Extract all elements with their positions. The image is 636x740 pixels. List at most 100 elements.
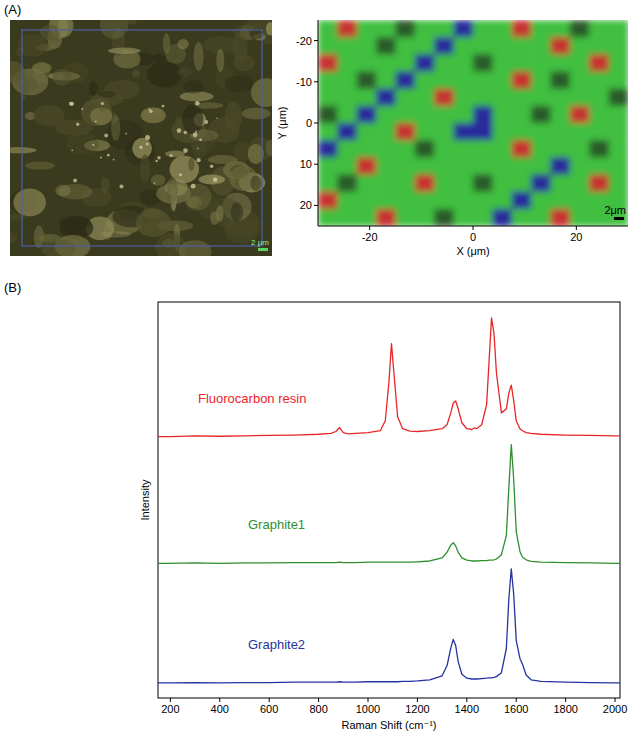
map-cell (434, 192, 454, 210)
map-cell (415, 89, 435, 107)
map-cell (357, 140, 377, 158)
map-cell (376, 37, 396, 55)
map-cell (318, 140, 338, 158)
map-cell (376, 54, 396, 72)
map-cell (454, 89, 474, 107)
map-cell (512, 175, 532, 193)
map-cell (454, 106, 474, 124)
map-cell (337, 140, 357, 158)
map-cell (454, 157, 474, 175)
x-tick (565, 698, 566, 702)
map-cell (531, 54, 551, 72)
speck (191, 184, 196, 189)
speck (70, 102, 74, 106)
figure: (A)(B)2 μm-20020-20-1001020X (μm)Y (μm)2… (0, 0, 636, 740)
map-cell (434, 37, 454, 55)
texture (140, 154, 150, 182)
speck (177, 128, 182, 133)
x-tick (318, 698, 319, 702)
map-cell (589, 89, 609, 107)
map-cell (551, 37, 571, 55)
x-tick-label: -20 (362, 231, 378, 243)
speck (107, 154, 110, 157)
speck (139, 146, 142, 149)
map-cell (589, 37, 609, 55)
x-tick-label: 400 (211, 703, 229, 715)
texture (182, 105, 203, 135)
map-cell (570, 72, 590, 90)
texture (25, 162, 55, 170)
texture (216, 49, 224, 72)
map-cell (589, 20, 609, 38)
texture (66, 132, 99, 155)
map-cell (396, 209, 416, 226)
texture (234, 55, 255, 72)
map-cell (434, 175, 454, 193)
map-cell (396, 106, 416, 124)
speck (73, 179, 77, 183)
y-tick (314, 123, 318, 124)
texture (188, 158, 194, 171)
map-cell (454, 123, 474, 141)
map-cell (454, 72, 474, 90)
map-cell (337, 123, 357, 141)
map-cell (434, 157, 454, 175)
map-cell (434, 89, 454, 107)
map-cell (396, 20, 416, 38)
map-cell (318, 20, 338, 38)
map-cell (531, 157, 551, 175)
y-tick (314, 81, 318, 82)
map-cell (337, 89, 357, 107)
map-cell (531, 175, 551, 193)
speck (95, 121, 97, 123)
map-cell (570, 89, 590, 107)
texture (141, 108, 166, 124)
texture (55, 185, 70, 197)
x-tick (170, 698, 171, 702)
map-cell (512, 89, 532, 107)
map-cell (415, 54, 435, 72)
map-cell (570, 140, 590, 158)
map-cell (415, 37, 435, 55)
map-cell (551, 123, 571, 141)
texture (14, 188, 46, 216)
speck (149, 110, 153, 114)
map-cell (512, 123, 532, 141)
x-tick-label: 2000 (603, 703, 627, 715)
map-region (22, 30, 262, 246)
optical-image (10, 20, 272, 256)
map-cell (434, 20, 454, 38)
x-axis-title: Raman Shift (cm⁻¹) (341, 719, 436, 731)
texture (166, 177, 177, 204)
texture (33, 105, 64, 126)
speck (183, 148, 188, 153)
y-tick (314, 205, 318, 206)
speck (76, 123, 79, 126)
speck (197, 158, 201, 162)
speck (92, 144, 94, 146)
speck (184, 131, 188, 135)
speck (104, 134, 108, 138)
x-tick-label: 1000 (356, 703, 380, 715)
map-cell (376, 20, 396, 38)
map-cell (337, 72, 357, 90)
map-cells (318, 20, 628, 226)
map-cell (551, 89, 571, 107)
map-cell (357, 72, 377, 90)
series-label: Graphite2 (248, 637, 305, 652)
texture (33, 61, 51, 83)
map-cell (473, 20, 493, 38)
map-cell (589, 123, 609, 141)
map-cell (473, 192, 493, 210)
speck (179, 173, 182, 176)
map-cell (318, 89, 338, 107)
texture (216, 205, 224, 222)
x-tick (466, 698, 467, 702)
map-cell (609, 37, 628, 55)
map-cell (337, 209, 357, 226)
map-cell (492, 140, 512, 158)
map-cell (337, 157, 357, 175)
speck (193, 132, 198, 137)
map-cell (454, 209, 474, 226)
series-label: Graphite1 (248, 517, 305, 532)
